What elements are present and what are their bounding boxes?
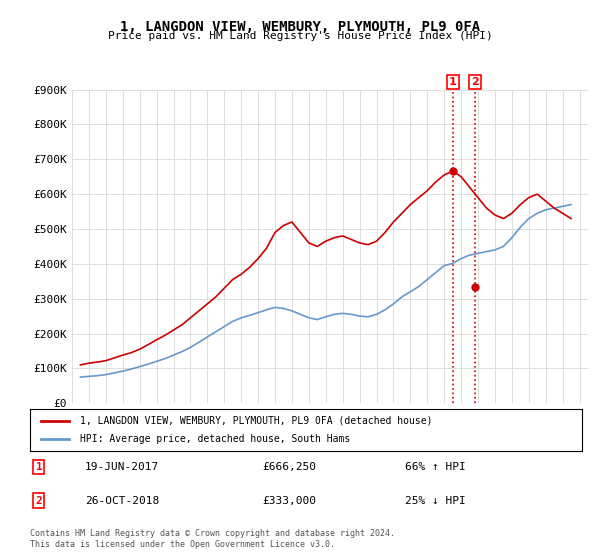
Text: 26-OCT-2018: 26-OCT-2018: [85, 496, 160, 506]
Text: 1, LANGDON VIEW, WEMBURY, PLYMOUTH, PL9 0FA: 1, LANGDON VIEW, WEMBURY, PLYMOUTH, PL9 …: [120, 20, 480, 34]
Text: Price paid vs. HM Land Registry's House Price Index (HPI): Price paid vs. HM Land Registry's House …: [107, 31, 493, 41]
Text: 66% ↑ HPI: 66% ↑ HPI: [406, 462, 466, 472]
Text: HPI: Average price, detached house, South Hams: HPI: Average price, detached house, Sout…: [80, 434, 350, 444]
Text: 19-JUN-2017: 19-JUN-2017: [85, 462, 160, 472]
Text: 1: 1: [449, 77, 457, 87]
Text: £666,250: £666,250: [262, 462, 316, 472]
Text: 25% ↓ HPI: 25% ↓ HPI: [406, 496, 466, 506]
Text: Contains HM Land Registry data © Crown copyright and database right 2024.
This d: Contains HM Land Registry data © Crown c…: [30, 529, 395, 549]
Text: £333,000: £333,000: [262, 496, 316, 506]
Text: 1, LANGDON VIEW, WEMBURY, PLYMOUTH, PL9 0FA (detached house): 1, LANGDON VIEW, WEMBURY, PLYMOUTH, PL9 …: [80, 416, 432, 426]
Text: 2: 2: [471, 77, 479, 87]
Text: 1: 1: [35, 462, 42, 472]
Text: 2: 2: [35, 496, 42, 506]
